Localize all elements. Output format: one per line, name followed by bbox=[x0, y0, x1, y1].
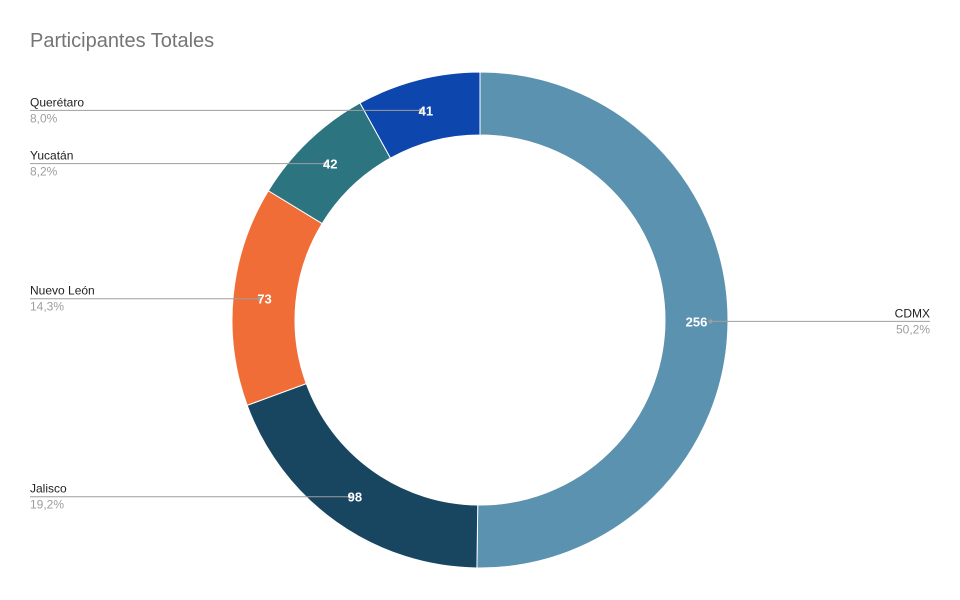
slice-value-label-nuevo-leon: 73 bbox=[257, 292, 271, 307]
percent-label-queretaro: 8,0% bbox=[30, 111, 58, 125]
percent-label-jalisco: 19,2% bbox=[30, 498, 64, 512]
category-label-nuevo-leon: Nuevo León bbox=[30, 284, 95, 298]
slice-cdmx[interactable] bbox=[476, 71, 729, 569]
slice-value-label-yucatan: 42 bbox=[323, 157, 337, 172]
percent-label-cdmx: 50,2% bbox=[896, 322, 930, 336]
category-label-jalisco: Jalisco bbox=[30, 482, 67, 496]
donut-slices bbox=[231, 71, 729, 569]
external-labels: CDMX 50,2% Jalisco 19,2% Nuevo León 14,3% Yuca… bbox=[30, 95, 930, 511]
leader-lines bbox=[30, 108, 930, 499]
percent-label-yucatan: 8,2% bbox=[30, 165, 58, 179]
category-label-queretaro: Querétaro bbox=[30, 95, 84, 109]
slice-value-label-queretaro: 41 bbox=[419, 103, 433, 118]
slice-value-label-cdmx: 256 bbox=[686, 314, 708, 329]
slice-value-label-jalisco: 98 bbox=[348, 490, 362, 505]
percent-label-nuevo-leon: 14,3% bbox=[30, 300, 64, 314]
slice-queretaro[interactable] bbox=[359, 71, 481, 159]
category-label-yucatan: Yucatán bbox=[30, 149, 73, 163]
slice-jalisco[interactable] bbox=[246, 382, 479, 569]
category-label-cdmx: CDMX bbox=[895, 306, 930, 320]
slice-value-labels: 256 98 73 42 41 bbox=[257, 103, 707, 504]
chart-title: Participantes Totales bbox=[30, 30, 215, 52]
slice-nuevo-leon[interactable] bbox=[231, 190, 323, 406]
